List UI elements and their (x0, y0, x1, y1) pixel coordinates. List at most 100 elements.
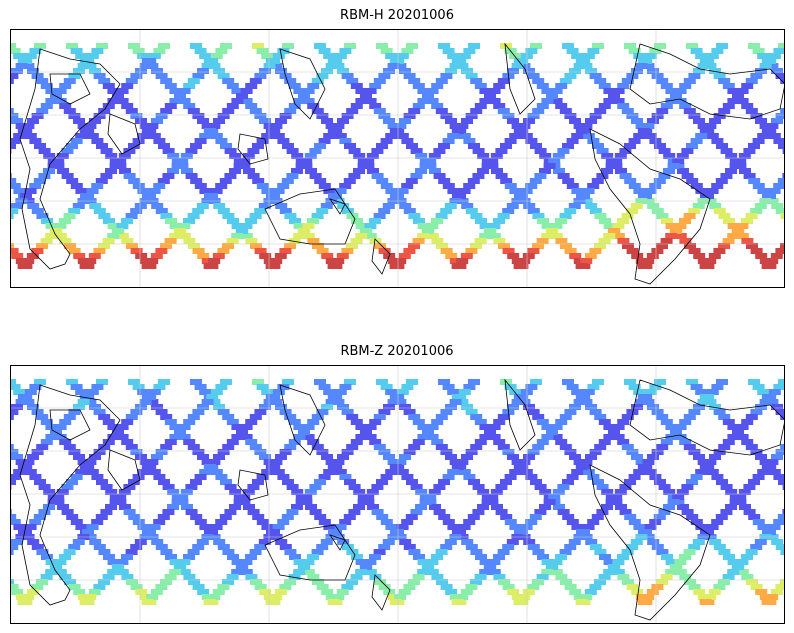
swath-cell (272, 389, 285, 395)
swath-cell (759, 123, 772, 129)
swath-cell (130, 73, 143, 79)
swath-cell (245, 218, 257, 224)
swath-cell (341, 73, 354, 79)
swath-cell (146, 459, 159, 465)
swath-cell (438, 143, 450, 149)
swath-cell (601, 489, 614, 495)
swath-cell (458, 389, 471, 395)
swath-cell (426, 98, 439, 104)
swath-cell (771, 539, 784, 545)
swath-cell (261, 389, 274, 395)
swath-cell (612, 559, 625, 565)
swath-cell (458, 469, 471, 475)
swath-cell (575, 464, 588, 470)
swath-cell (203, 263, 216, 269)
swath-cell (307, 439, 320, 445)
swath-cell (479, 569, 492, 575)
swath-cell (539, 504, 551, 510)
swath-cell (387, 459, 400, 465)
swath-cell (603, 223, 616, 229)
swath-cell (764, 58, 777, 64)
swath-cell (293, 434, 306, 440)
swath-cell (259, 404, 271, 410)
swath-cell (500, 178, 513, 184)
swath-cell (511, 258, 524, 264)
swath-cell (98, 579, 110, 585)
swath-cell (617, 103, 630, 109)
swath-cell (403, 584, 416, 590)
swath-cell (10, 248, 19, 254)
swath-cell (79, 263, 92, 269)
swath-cell (249, 414, 262, 420)
swath-cell (507, 253, 520, 259)
swath-cell (697, 399, 710, 405)
swath-cell (449, 594, 462, 600)
swath-cell (337, 404, 349, 410)
swath-cell (20, 193, 32, 199)
swath-cell (10, 43, 16, 49)
swath-cell (550, 559, 563, 565)
swath-cell (598, 439, 611, 445)
swath-cell (692, 203, 705, 209)
swath-cell (355, 434, 368, 440)
swath-cell (265, 464, 278, 470)
swath-cell (288, 83, 301, 89)
swath-cell (217, 409, 230, 415)
swath-cell (102, 574, 115, 580)
swath-cell (408, 213, 421, 219)
swath-cell (52, 158, 65, 164)
swath-cell (242, 489, 255, 495)
swath-cell (279, 113, 292, 119)
swath-cell (690, 183, 703, 189)
swath-cell (208, 258, 221, 264)
swath-cell (167, 153, 180, 159)
swath-cell (151, 68, 163, 74)
swath-cell (511, 123, 524, 129)
swath-cell (525, 138, 538, 144)
swath-cell (647, 118, 659, 124)
swath-cell (513, 128, 526, 134)
swath-cell (461, 68, 473, 74)
swath-cell (82, 529, 94, 535)
swath-cell (729, 499, 742, 505)
swath-cell (520, 524, 533, 530)
swath-cell (265, 128, 278, 134)
swath-cell (385, 389, 398, 395)
swath-cell (252, 143, 264, 149)
swath-cell (297, 228, 310, 234)
swath-cell (295, 499, 308, 505)
swath-cell (350, 419, 363, 425)
swath-cell (739, 168, 751, 174)
swath-cell (736, 98, 749, 104)
swath-cell (192, 449, 205, 455)
swath-cell (36, 414, 49, 420)
swath-cell (364, 559, 377, 565)
swath-cell (336, 589, 349, 595)
swath-cell (440, 409, 453, 415)
swath-cell (477, 489, 490, 495)
swath-cell (334, 389, 347, 395)
swath-cell (150, 589, 163, 595)
swath-cell (529, 178, 542, 184)
swath-cell (148, 469, 161, 475)
swath-cell (399, 68, 411, 74)
swath-cell (150, 253, 163, 259)
swath-cell (727, 88, 740, 94)
swath-cell (376, 43, 388, 49)
swath-cell (135, 253, 148, 259)
swath-cell (630, 203, 643, 209)
swath-cell (318, 519, 331, 525)
swath-cell (429, 168, 441, 174)
swath-cell (456, 258, 469, 264)
swath-cell (460, 589, 473, 595)
swath-cell (63, 414, 76, 420)
swath-cell (130, 449, 143, 455)
swath-cell (119, 504, 131, 510)
swath-cell (337, 203, 350, 209)
swath-cell (183, 103, 196, 109)
swath-cell (201, 123, 214, 129)
swath-cell (330, 529, 342, 535)
swath-cell (183, 439, 196, 445)
swath-cell (628, 138, 641, 144)
swath-cell (282, 43, 294, 49)
